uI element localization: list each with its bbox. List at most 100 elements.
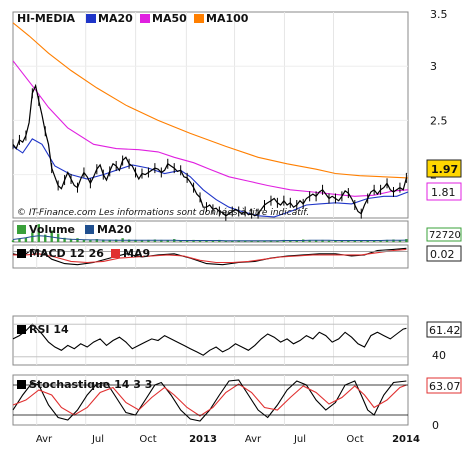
macd-value-label: 0.02 — [430, 248, 455, 261]
volume-bar-52 — [347, 240, 350, 242]
stoch-value-badge — [426, 377, 462, 394]
rsi-panel-frame — [12, 315, 409, 366]
volume-bar-23 — [160, 239, 163, 242]
volume-bar-33 — [224, 240, 228, 242]
volume-bar-34 — [231, 240, 234, 242]
last-price-badge — [426, 159, 462, 178]
stoch-legend-swatch-stochastique-14-3-3 — [17, 380, 26, 389]
macd-value-badge — [426, 245, 462, 262]
volume-bar-41 — [276, 240, 279, 242]
volume-bar-60 — [398, 240, 402, 242]
volume-bar-29 — [198, 240, 202, 242]
volume-bar-44 — [295, 240, 298, 242]
volume-legend-volume: Volume — [29, 223, 75, 236]
volume-bar-43 — [289, 240, 292, 242]
volume-legend-swatch-ma20 — [85, 225, 94, 234]
x-axis-label-oct-2: Oct — [139, 434, 156, 445]
macd-legend-ma9: MA9 — [123, 247, 150, 260]
rsi-legend-rsi-14: RSI 14 — [29, 323, 69, 336]
rsi-legend-swatch-rsi-14 — [17, 325, 26, 334]
x-axis-label-avr-0: Avr — [36, 434, 53, 445]
volume-bar-57 — [379, 240, 382, 242]
volume-bar-55 — [366, 240, 369, 242]
x-axis-label-avr-4: Avr — [245, 434, 262, 445]
x-axis-label-jul-5: Jul — [293, 434, 306, 445]
volume-ma20-line — [12, 235, 407, 242]
price-chart-title: HI-MEDIA — [17, 12, 76, 25]
volume-value-label: 72720 — [429, 230, 461, 241]
legend-label-ma100: MA100 — [206, 12, 249, 25]
macd-legend-swatch-macd-12-26 — [17, 249, 26, 258]
stoch-value-label: 63.07 — [429, 380, 461, 393]
volume-bar-3 — [31, 232, 34, 242]
volume-bar-21 — [147, 239, 150, 242]
price-ytick-3: 3 — [430, 60, 437, 73]
series-ma50-line — [12, 60, 409, 197]
lower-value-badge — [426, 182, 462, 201]
volume-legend-ma20: MA20 — [97, 223, 132, 236]
volume-panel-frame — [12, 220, 409, 243]
lower-value-label: 1.81 — [431, 186, 456, 199]
macd-legend-swatch-ma9 — [111, 249, 120, 258]
legend-swatch-ma20 — [86, 14, 96, 23]
volume-bar-6 — [50, 230, 53, 242]
x-axis-label-jul-1: Jul — [91, 434, 104, 445]
volume-bar-0 — [11, 240, 15, 242]
volume-bar-11 — [82, 239, 86, 242]
rsi-value-label: 61.42 — [429, 324, 461, 337]
stoch-series-stochastique-d — [12, 383, 407, 417]
volume-bar-48 — [321, 239, 324, 242]
volume-bar-19 — [134, 239, 137, 242]
volume-bar-24 — [166, 240, 169, 242]
volume-bar-50 — [334, 240, 337, 242]
stoch-legend-stochastique-14-3-3: Stochastique 14 3 3 — [29, 378, 152, 391]
volume-bar-54 — [360, 240, 363, 242]
legend-swatch-ma50 — [140, 14, 150, 23]
legend-label-ma50: MA50 — [152, 12, 187, 25]
volume-bar-2 — [24, 237, 28, 242]
volume-bar-38 — [256, 240, 260, 242]
volume-bar-31 — [211, 240, 215, 242]
volume-bar-49 — [327, 240, 331, 242]
price-ytick-3-5: 3.5 — [430, 8, 448, 21]
price-ytick-2-5: 2.5 — [430, 114, 448, 127]
volume-bar-56 — [372, 240, 376, 242]
macd-legend-macd-12-26: MACD 12 26 — [29, 247, 104, 260]
volume-bar-12 — [89, 239, 92, 242]
rsi-ytick-40: 40 — [432, 349, 446, 362]
stoch-ytick-0: 0 — [432, 419, 439, 432]
volume-bar-51 — [340, 240, 344, 242]
volume-bar-4 — [37, 224, 40, 242]
volume-bar-39 — [263, 240, 266, 242]
legend-swatch-ma100 — [194, 14, 204, 23]
price-panel-frame — [12, 11, 409, 219]
x-axis-label-oct-6: Oct — [346, 434, 363, 445]
x-axis-label-2013-3: 2013 — [189, 434, 217, 445]
rsi-value-badge — [426, 321, 462, 338]
volume-bar-9 — [69, 238, 73, 242]
volume-legend-swatch-volume — [17, 225, 26, 234]
volume-bar-5 — [44, 234, 47, 242]
rsi-series-rsi-14 — [12, 323, 407, 356]
stochastic-panel-frame — [12, 374, 409, 426]
series-ma20-line — [12, 138, 409, 218]
volume-bar-26 — [179, 240, 182, 242]
x-axis-label-2014-7: 2014 — [392, 434, 420, 445]
volume-bar-8 — [63, 237, 66, 242]
volume-value-badge — [426, 227, 462, 242]
price-watermark: © IT-Finance.com Les informations sont d… — [17, 207, 309, 218]
series-ma100-line — [12, 22, 409, 179]
volume-bar-15 — [108, 239, 111, 242]
series-price-line — [12, 83, 407, 217]
volume-bar-46 — [308, 240, 311, 242]
volume-bar-37 — [250, 240, 253, 242]
volume-bar-20 — [140, 240, 144, 242]
volume-bar-10 — [76, 238, 79, 242]
macd-series-ma9 — [13, 248, 407, 264]
volume-bar-47 — [314, 240, 318, 242]
volume-bar-1 — [18, 238, 21, 242]
volume-bar-53 — [353, 240, 356, 242]
volume-bar-27 — [185, 240, 189, 242]
volume-bar-58 — [385, 239, 389, 242]
